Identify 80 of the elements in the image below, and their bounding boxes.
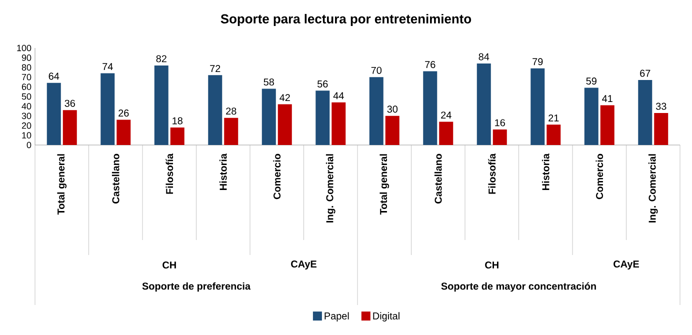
bar — [492, 129, 507, 145]
data-label: 33 — [656, 102, 666, 110]
x-tick-label: Filosofía — [166, 153, 174, 194]
data-label: 84 — [478, 53, 490, 60]
data-label: 30 — [387, 106, 398, 113]
bar — [278, 104, 292, 145]
y-tick-label: 60 — [22, 84, 32, 90]
data-label: 72 — [210, 65, 220, 72]
x-tick-label: Castellano — [112, 154, 120, 204]
bar — [208, 75, 222, 145]
bar — [332, 102, 346, 145]
data-label: 70 — [371, 66, 382, 74]
legend-label: Digital — [373, 312, 400, 322]
y-tick-label: 40 — [22, 103, 32, 110]
y-tick-label: 90 — [22, 54, 32, 61]
x-tick-label: Historia — [542, 153, 550, 190]
data-label: 64 — [48, 72, 60, 80]
y-tick-label: 100 — [17, 44, 32, 52]
bar — [62, 110, 77, 145]
text: CAyE — [291, 260, 316, 270]
x-tick-label: Comercio — [596, 154, 604, 200]
bar — [154, 65, 168, 145]
data-label: 42 — [280, 94, 290, 102]
bar — [638, 80, 652, 145]
data-label: 74 — [102, 63, 113, 70]
data-label: 79 — [532, 58, 543, 66]
text: Soporte de mayor concentración — [441, 282, 596, 292]
data-label: 67 — [640, 70, 650, 77]
data-label: 24 — [441, 112, 452, 119]
y-tick-label: 20 — [22, 122, 32, 129]
y-tick-label: 30 — [22, 112, 32, 120]
y-tick-label: 80 — [22, 64, 32, 71]
data-label: 59 — [586, 78, 596, 85]
text: Soporte de preferencia — [142, 282, 251, 292]
text: CAyE — [614, 260, 639, 270]
x-tick-label: Total general — [57, 154, 67, 215]
x-tick-label: Ing. Comercial — [648, 154, 658, 222]
data-label: 28 — [226, 108, 236, 115]
data-label: 82 — [156, 55, 166, 62]
data-label: 21 — [548, 114, 559, 122]
bar — [546, 124, 561, 145]
bar — [584, 88, 598, 145]
x-tick-label: Castellano — [434, 154, 442, 204]
bar — [439, 122, 454, 145]
bar — [600, 105, 614, 145]
data-label: 58 — [264, 78, 274, 86]
text: CH — [162, 261, 176, 269]
y-tick-label: 70 — [22, 74, 32, 80]
data-label: 18 — [172, 117, 182, 124]
x-tick-label: Total general — [380, 154, 390, 215]
bar — [423, 71, 438, 145]
bar — [116, 120, 131, 145]
bar — [369, 77, 384, 145]
bar — [224, 118, 238, 145]
data-label: 16 — [495, 119, 505, 126]
data-label: 44 — [333, 92, 344, 100]
data-label: 76 — [425, 61, 436, 68]
x-tick-label: Ing. Comercial — [326, 154, 336, 222]
bar — [100, 73, 115, 145]
x-tick-label: Historia — [219, 153, 227, 190]
data-label: 26 — [118, 110, 129, 117]
bar — [316, 90, 330, 145]
y-tick-label: 0 — [26, 142, 32, 148]
text: CH — [485, 261, 498, 269]
bar — [385, 116, 400, 145]
y-tick-label: 50 — [22, 93, 32, 100]
data-label: 36 — [64, 100, 75, 107]
y-tick-label: 10 — [22, 132, 32, 138]
bar — [530, 68, 545, 145]
bar — [654, 112, 668, 145]
bar — [46, 82, 61, 145]
bar — [170, 128, 184, 145]
data-label: 56 — [317, 80, 328, 88]
data-label: 41 — [602, 95, 612, 102]
x-tick-label: Filosofía — [488, 153, 496, 194]
x-tick-label: Comercio — [273, 154, 281, 200]
chart-title: Soporte para lectura por entretenimiento — [220, 14, 472, 26]
bar — [262, 88, 276, 145]
bar — [476, 64, 491, 145]
legend-label: Papel — [324, 312, 349, 322]
